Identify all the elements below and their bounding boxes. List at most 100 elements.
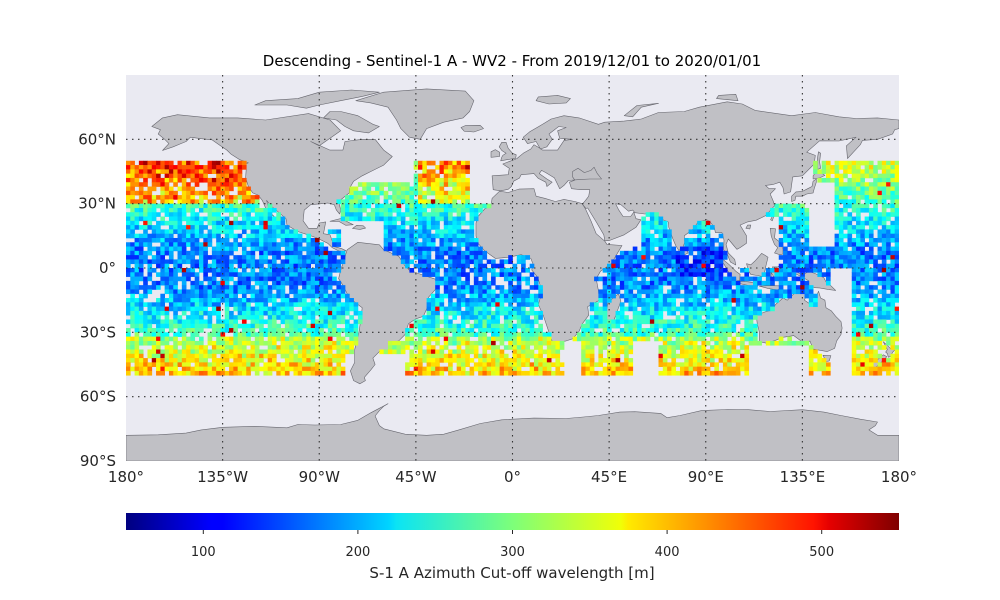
- data-cell: [194, 160, 200, 166]
- data-cell: [409, 259, 415, 265]
- landmass-eurasia: [491, 101, 899, 266]
- data-cell: [177, 319, 183, 325]
- data-cell: [327, 332, 333, 337]
- data-cell: [705, 225, 711, 230]
- data-cell: [147, 328, 153, 333]
- data-cell: [327, 319, 333, 325]
- data-cell: [456, 229, 462, 235]
- data-cell: [697, 250, 702, 256]
- data-cell: [649, 220, 655, 226]
- data-cell: [619, 319, 625, 325]
- data-cell: [224, 250, 230, 256]
- data-cell: [138, 323, 144, 329]
- data-cell: [886, 263, 891, 269]
- data-cell: [675, 272, 681, 277]
- data-cell: [864, 319, 870, 325]
- data-cell: [873, 358, 878, 363]
- data-cell: [272, 285, 277, 290]
- data-cell: [679, 353, 685, 359]
- data-cell: [422, 319, 427, 325]
- data-cell: [873, 340, 878, 346]
- data-cell: [460, 212, 466, 217]
- data-cell: [890, 362, 896, 367]
- data-cell: [533, 302, 539, 307]
- data-cell: [254, 345, 260, 350]
- data-cell: [280, 306, 286, 312]
- data-cell: [224, 302, 230, 307]
- data-cell: [890, 165, 896, 170]
- data-cell: [881, 268, 887, 273]
- data-cell: [203, 319, 208, 325]
- data-cell: [783, 237, 788, 243]
- data-cell: [589, 358, 595, 363]
- data-cell: [186, 182, 191, 187]
- data-cell: [181, 306, 187, 312]
- data-cell: [890, 340, 896, 346]
- data-cell: [422, 349, 427, 355]
- data-cell: [151, 280, 157, 286]
- data-cell: [289, 276, 294, 282]
- data-cell: [190, 358, 196, 363]
- landmass-borneo: [746, 253, 769, 277]
- data-cell: [160, 246, 165, 252]
- data-cell: [671, 272, 677, 277]
- data-cell: [314, 246, 320, 252]
- data-cell: [345, 306, 350, 312]
- data-cell: [465, 195, 470, 200]
- data-cell: [662, 358, 668, 363]
- data-cell: [710, 306, 715, 312]
- data-cell: [156, 233, 161, 239]
- data-cell: [151, 349, 157, 355]
- data-cell: [284, 276, 290, 282]
- data-cell: [637, 332, 642, 337]
- data-cell: [868, 315, 874, 320]
- data-cell: [456, 353, 462, 359]
- data-cell: [641, 332, 646, 337]
- data-cell: [722, 293, 728, 299]
- data-cell: [722, 250, 728, 256]
- data-cell: [250, 216, 256, 222]
- data-cell: [671, 345, 677, 350]
- data-cell: [130, 345, 135, 350]
- data-cell: [658, 332, 664, 337]
- data-cell: [147, 362, 153, 367]
- data-cell: [465, 362, 470, 367]
- data-cell: [491, 340, 496, 346]
- data-cell: [224, 319, 230, 325]
- data-cell: [310, 336, 316, 342]
- data-cell: [332, 366, 337, 372]
- data-cell: [168, 216, 174, 222]
- data-cell: [349, 195, 354, 200]
- data-cell: [293, 298, 299, 303]
- data-cell: [310, 340, 316, 346]
- data-cell: [237, 366, 243, 372]
- data-cell: [130, 302, 135, 307]
- data-cell: [426, 190, 432, 196]
- data-cell: [224, 255, 230, 260]
- data-cell: [392, 207, 397, 213]
- data-cell: [306, 362, 312, 367]
- data-cell: [297, 268, 303, 273]
- data-cell: [233, 328, 238, 333]
- data-cell: [486, 293, 492, 299]
- data-cell: [211, 207, 217, 213]
- data-cell: [748, 336, 754, 342]
- data-cell: [181, 276, 187, 282]
- data-cell: [336, 199, 342, 205]
- data-cell: [684, 366, 689, 372]
- data-cell: [525, 353, 531, 359]
- data-cell: [241, 186, 247, 192]
- data-cell: [473, 255, 479, 260]
- data-cell: [894, 237, 899, 243]
- data-cell: [241, 182, 247, 187]
- data-cell: [860, 310, 865, 316]
- data-cell: [151, 169, 157, 174]
- data-cell: [375, 199, 380, 205]
- data-cell: [173, 190, 178, 196]
- data-cell: [456, 268, 462, 273]
- data-cell: [714, 306, 719, 312]
- data-cell: [499, 358, 505, 363]
- data-cell: [349, 203, 354, 209]
- data-cell: [237, 186, 243, 192]
- data-cell: [821, 272, 827, 277]
